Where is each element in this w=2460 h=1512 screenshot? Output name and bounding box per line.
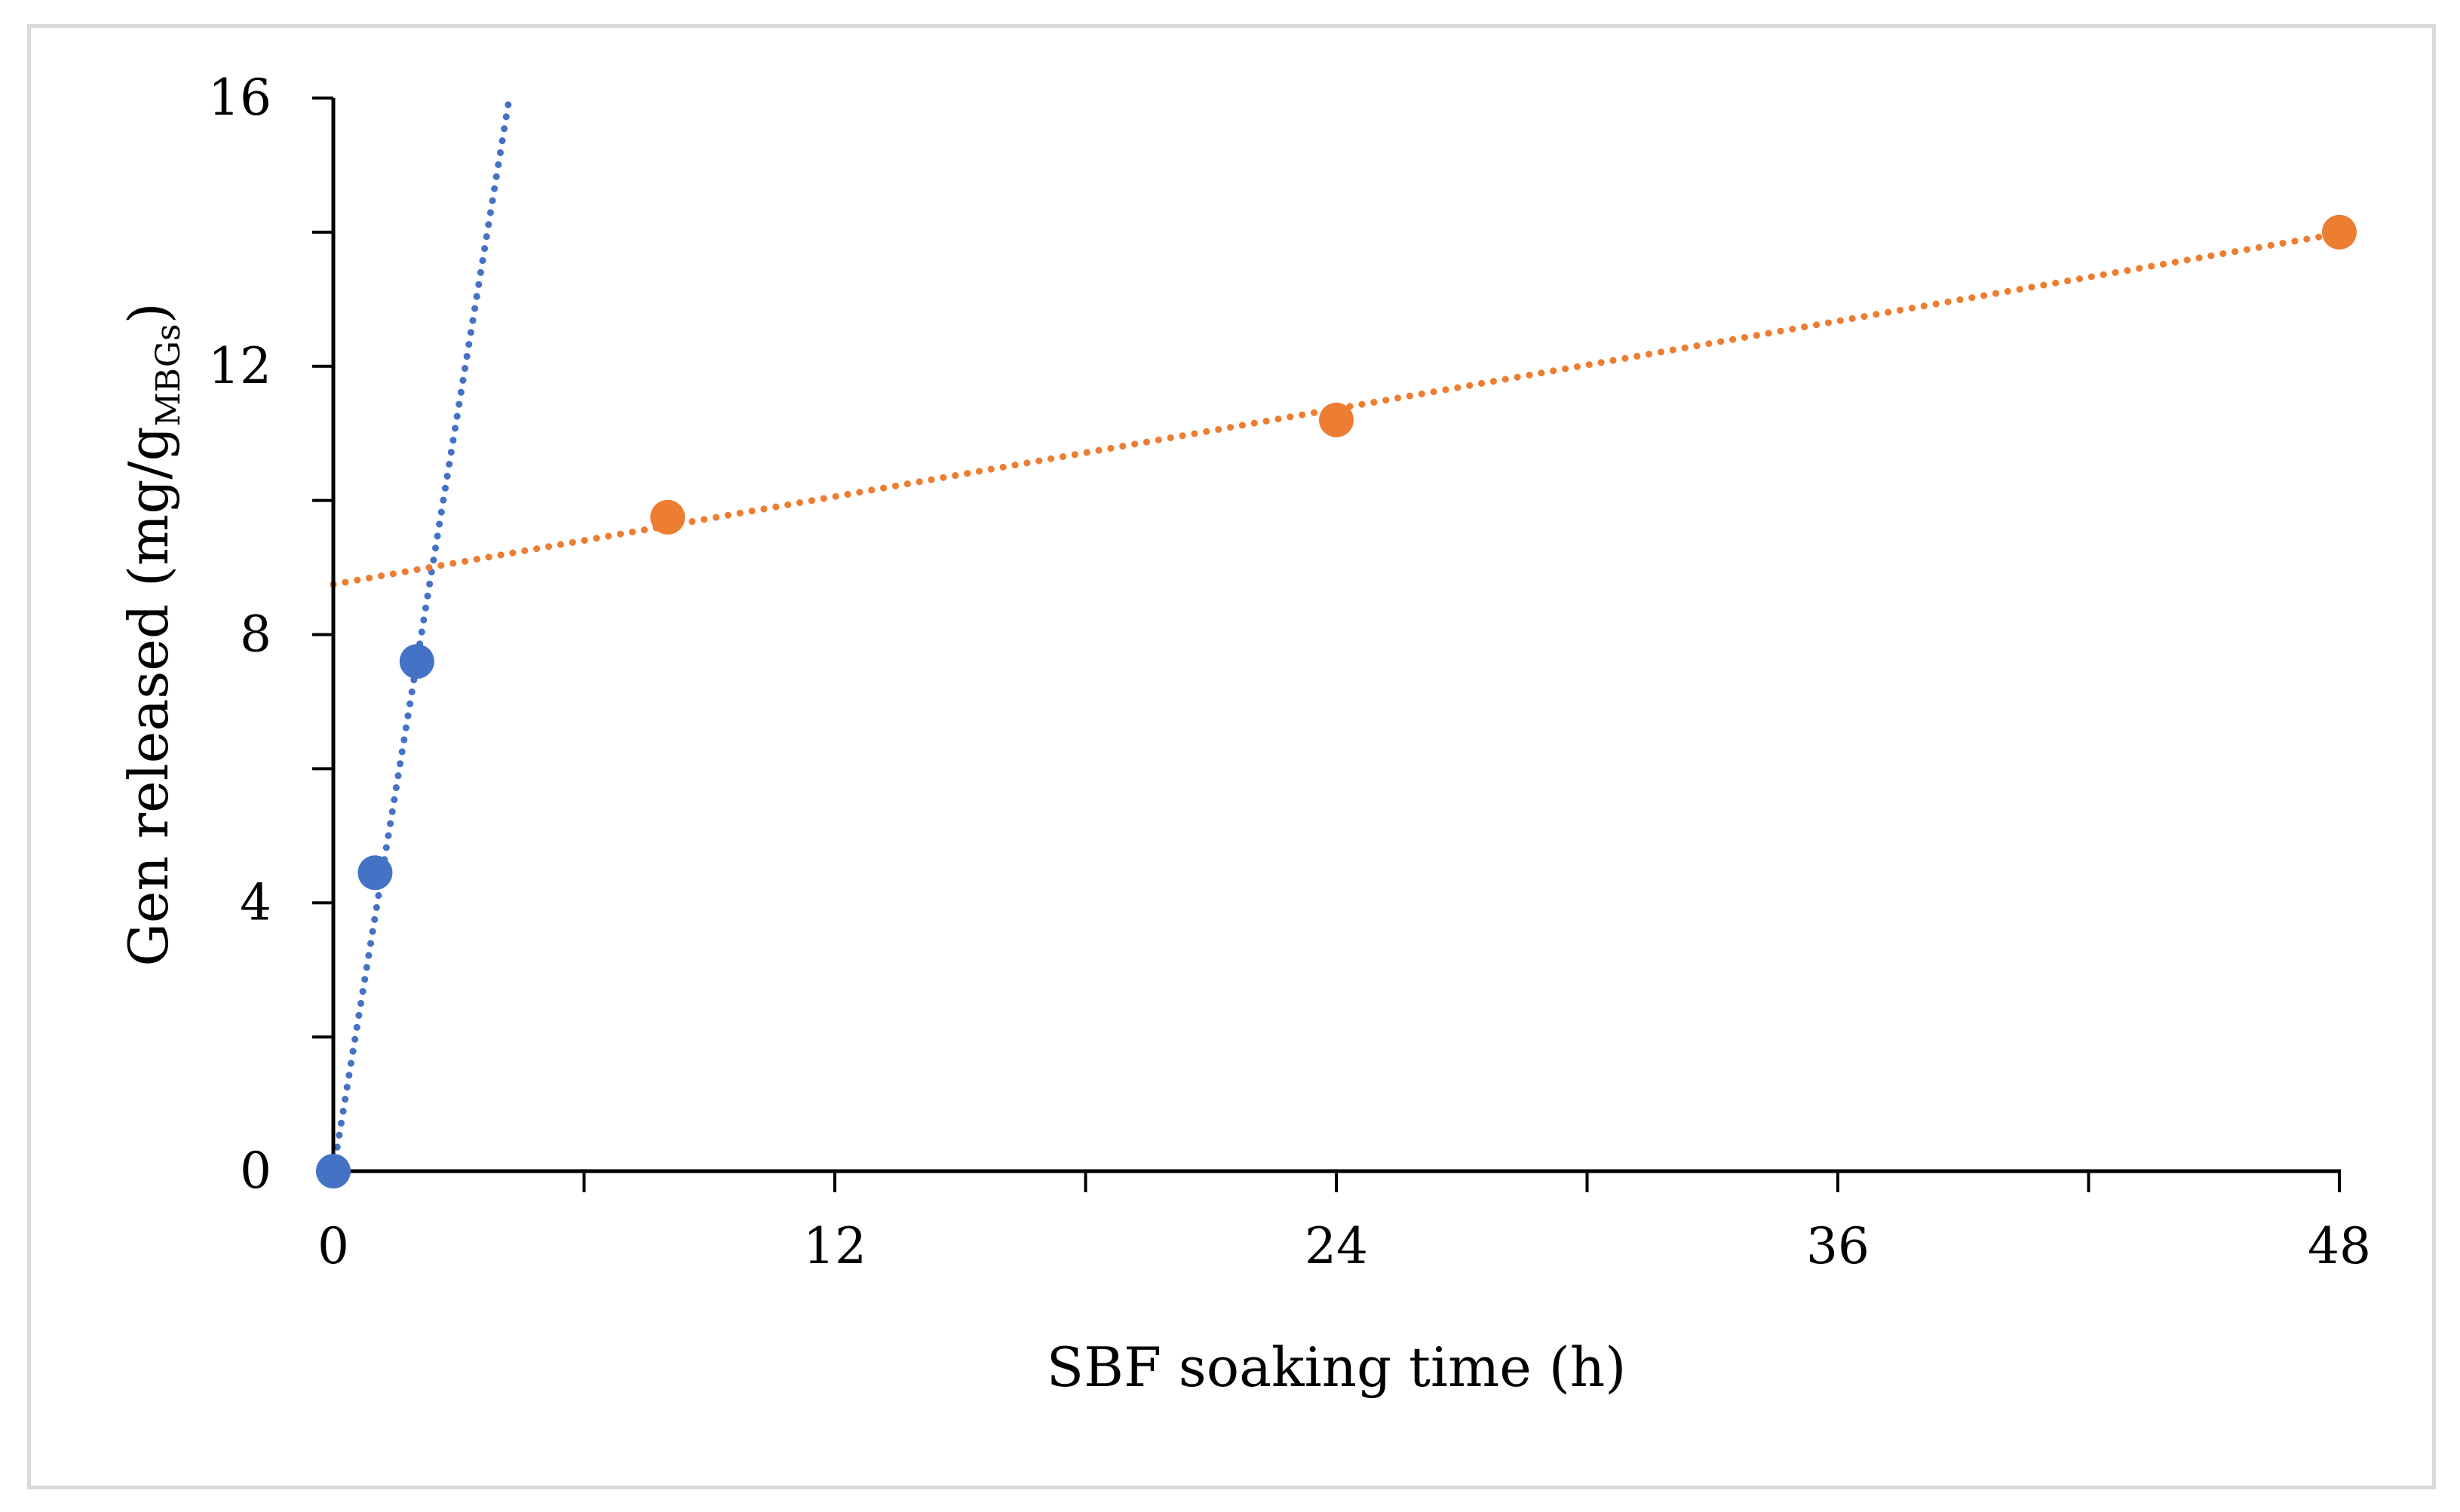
x-tick-label-48: 48 xyxy=(2308,1217,2371,1275)
chart-frame xyxy=(27,24,2436,1489)
x-tick-label-24: 24 xyxy=(1305,1217,1368,1275)
x-tick-label-0: 0 xyxy=(317,1217,349,1275)
x-tick-label-12: 12 xyxy=(803,1217,867,1275)
y-tick-label-8: 8 xyxy=(240,606,271,664)
axes xyxy=(331,98,2341,1173)
y-axis-title-main: Gen released (mg/g xyxy=(117,426,180,966)
trendlines xyxy=(330,97,2343,1175)
y-tick-label-0: 0 xyxy=(240,1142,271,1200)
data-point-series-1-1 xyxy=(316,1154,351,1188)
data-point-series-1-2 xyxy=(357,855,393,891)
y-axis-title-subscript: MBGs xyxy=(149,324,188,426)
data-point-series-2-2 xyxy=(1319,402,1354,437)
data-point-series-2-1 xyxy=(650,499,686,535)
y-tick-label-12: 12 xyxy=(208,337,271,395)
data-points xyxy=(316,214,2357,1188)
y-axis-title: Gen released (mg/gMBGs) xyxy=(117,302,188,966)
y-axis-title-close: ) xyxy=(117,302,180,324)
data-point-series-2-3 xyxy=(2322,214,2357,250)
data-point-series-1-3 xyxy=(399,644,434,679)
y-tick-label-4: 4 xyxy=(240,873,271,931)
trendline-series-1 xyxy=(330,97,513,1175)
y-tick-label-16: 16 xyxy=(208,69,271,127)
x-axis-title: SBF soaking time (h) xyxy=(1047,1336,1627,1399)
ticks xyxy=(312,97,2341,1192)
x-tick-label-36: 36 xyxy=(1806,1217,1870,1275)
